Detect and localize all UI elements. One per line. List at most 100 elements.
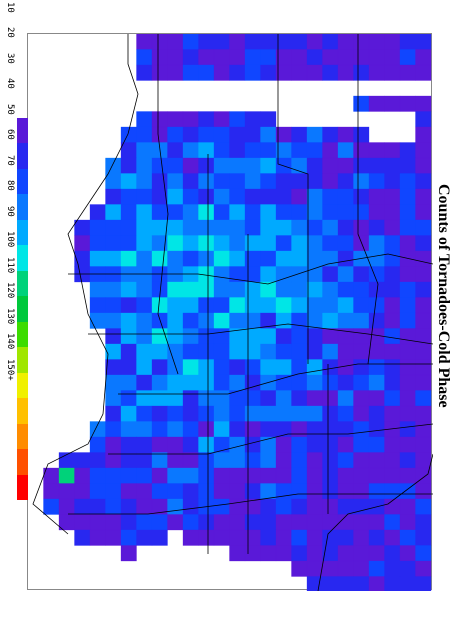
boundary-line	[317, 453, 433, 591]
grid-cell	[244, 514, 261, 531]
grid-cell	[384, 328, 401, 345]
grid-cell	[322, 204, 339, 221]
grid-cell	[353, 576, 370, 591]
grid-cell	[167, 467, 184, 484]
legend-swatch	[17, 398, 28, 425]
grid-cell	[136, 64, 153, 81]
grid-cell	[337, 421, 354, 438]
grid-cell	[136, 204, 153, 221]
grid-cell	[322, 173, 339, 190]
grid-cell	[384, 436, 401, 453]
grid-cell	[291, 545, 308, 562]
grid-cell	[368, 188, 385, 205]
grid-cell	[182, 405, 199, 422]
grid-cell	[384, 281, 401, 298]
grid-cell	[275, 297, 292, 314]
legend-tick-label: 40	[5, 78, 15, 90]
grid-cell	[306, 281, 323, 298]
grid-cell	[399, 529, 416, 546]
grid-cell	[415, 266, 432, 283]
grid-cell	[322, 312, 339, 329]
grid-cell	[384, 312, 401, 329]
grid-cell	[291, 49, 308, 66]
grid-cell	[384, 266, 401, 283]
grid-cell	[291, 219, 308, 236]
grid-cell	[353, 142, 370, 159]
grid-cell	[58, 467, 75, 484]
grid-cell	[353, 281, 370, 298]
grid-cell	[337, 514, 354, 531]
grid-cell	[368, 157, 385, 174]
grid-cell	[120, 529, 137, 546]
grid-cell	[136, 328, 153, 345]
grid-cell	[105, 483, 122, 500]
grid-cell	[229, 405, 246, 422]
grid-cell	[291, 173, 308, 190]
grid-cell	[120, 219, 137, 236]
grid-cell	[353, 297, 370, 314]
grid-cell	[136, 483, 153, 500]
grid-cell	[213, 204, 230, 221]
grid-cell	[275, 235, 292, 252]
grid-cell	[213, 297, 230, 314]
grid-cell	[182, 343, 199, 360]
grid-cell	[213, 173, 230, 190]
grid-cell	[244, 64, 261, 81]
grid-cell	[167, 312, 184, 329]
grid-cell	[384, 204, 401, 221]
legend-swatch	[17, 270, 28, 297]
grid-cell	[120, 328, 137, 345]
grid-cell	[384, 157, 401, 174]
grid-cell	[182, 483, 199, 500]
grid-cell	[182, 374, 199, 391]
grid-cell	[291, 34, 308, 50]
grid-cell	[368, 34, 385, 50]
grid-cell	[213, 157, 230, 174]
grid-cell	[353, 560, 370, 577]
grid-cell	[353, 374, 370, 391]
grid-cell	[399, 266, 416, 283]
grid-cell	[120, 343, 137, 360]
grid-cell	[244, 173, 261, 190]
grid-cell	[306, 421, 323, 438]
grid-cell	[353, 390, 370, 407]
grid-cell	[353, 219, 370, 236]
grid-cell	[105, 328, 122, 345]
grid-cell	[337, 390, 354, 407]
grid-cell	[213, 421, 230, 438]
grid-cell	[322, 34, 339, 50]
grid-cell	[275, 204, 292, 221]
grid-cell	[353, 467, 370, 484]
grid-cell	[415, 188, 432, 205]
grid-cell	[151, 421, 168, 438]
grid-cell	[368, 297, 385, 314]
grid-cell	[399, 498, 416, 515]
grid-cell	[291, 467, 308, 484]
grid-cell	[120, 157, 137, 174]
grid-cell	[399, 157, 416, 174]
grid-cell	[213, 343, 230, 360]
grid-cell	[368, 235, 385, 252]
grid-cell	[260, 173, 277, 190]
grid-cell	[337, 204, 354, 221]
grid-cell	[182, 64, 199, 81]
grid-cell	[384, 64, 401, 81]
grid-cell	[136, 498, 153, 515]
grid-cell	[105, 436, 122, 453]
boundary-line	[68, 493, 433, 515]
grid-cell	[368, 49, 385, 66]
grid-cell	[415, 483, 432, 500]
grid-cell	[260, 452, 277, 469]
grid-cell	[136, 111, 153, 128]
grid-cell	[151, 390, 168, 407]
boundary-line	[357, 34, 379, 365]
grid-cell	[198, 436, 215, 453]
grid-cell	[260, 204, 277, 221]
grid-cell	[120, 467, 137, 484]
grid-cell	[120, 514, 137, 531]
grid-cell	[306, 560, 323, 577]
grid-cell	[105, 452, 122, 469]
grid-cell	[384, 173, 401, 190]
grid-cell	[167, 514, 184, 531]
grid-cell	[399, 390, 416, 407]
